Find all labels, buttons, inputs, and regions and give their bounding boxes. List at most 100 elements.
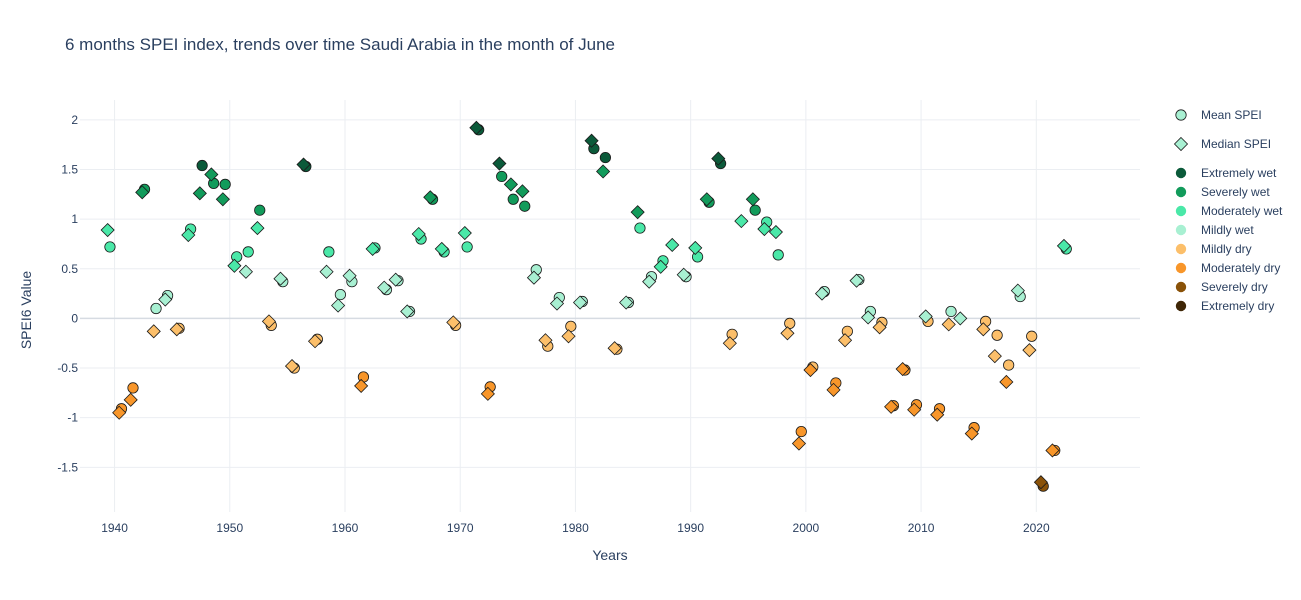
mean-spei-point: [496, 170, 508, 183]
median-spei-point: [227, 258, 242, 273]
median-spei-point: [976, 322, 991, 337]
legend: Mean SPEI Median SPEI Extremely wet Severel…: [1173, 108, 1283, 313]
legend-label: Mean SPEI: [1201, 108, 1262, 122]
median-spei-point: [584, 133, 599, 148]
x-axis-ticks: 1940 1950 1960 1970 1980 1990 2000 2010 2020: [101, 521, 1050, 535]
median-spei-point: [930, 407, 945, 422]
median-spei-point: [1033, 475, 1048, 490]
x-tick-label: 1940: [101, 521, 128, 535]
median-spei-point: [999, 374, 1014, 390]
median-spei-point: [181, 227, 196, 243]
median-spei-point: [250, 221, 265, 236]
median-spei-point: [169, 322, 184, 337]
y-axis-title: SPEI6 Value: [18, 271, 34, 350]
median-spei-point: [630, 205, 645, 220]
median-spei-point: [423, 190, 438, 205]
median-spei-point: [135, 185, 150, 200]
legend-category-swatch: [1175, 262, 1187, 274]
median-spei-point: [377, 280, 392, 295]
median-spei-point: [123, 392, 138, 407]
mean-spei-point: [242, 246, 254, 258]
mean-spei-point: [323, 246, 335, 258]
mean-spei-point: [599, 151, 611, 164]
median-spei-point: [699, 192, 714, 207]
mean-spei-point: [749, 204, 761, 216]
x-tick-label: 1980: [562, 521, 589, 535]
mean-spei-point: [150, 302, 162, 315]
median-spei-point: [619, 295, 634, 310]
median-spei-point: [688, 240, 703, 255]
x-tick-label: 2020: [1023, 521, 1050, 535]
median-spei-point: [572, 295, 588, 310]
median-spei-point: [457, 225, 472, 241]
median-spei-point: [653, 259, 668, 274]
x-tick-label: 1990: [677, 521, 704, 535]
median-spei-point: [434, 241, 449, 256]
median-spei-point: [319, 264, 334, 279]
median-spei-point: [745, 192, 760, 207]
legend-category-swatch: [1175, 224, 1187, 236]
median-spei-point: [895, 361, 910, 377]
median-spei-point: [112, 405, 127, 420]
mean-spei-point: [795, 425, 807, 438]
median-spei-point: [722, 336, 737, 351]
mean-spei-point: [507, 193, 519, 205]
x-tick-label: 2000: [793, 521, 820, 535]
y-tick-label: -1: [67, 411, 78, 425]
median-spei-point: [987, 349, 1002, 364]
mean-spei-point: [104, 241, 116, 253]
median-spei-point: [469, 120, 484, 135]
median-spei-point: [400, 304, 415, 319]
median-spei-point: [446, 315, 461, 330]
mean-spei-point: [1003, 359, 1015, 371]
median-spei-point: [964, 426, 979, 441]
median-spei-point: [331, 298, 346, 313]
median-spei-point: [791, 436, 807, 451]
mean-spei-point: [784, 317, 796, 329]
median-spei-point: [665, 237, 680, 253]
median-spei-point: [907, 402, 922, 417]
legend-category-label: Severely dry: [1201, 280, 1268, 294]
median-spei-point: [158, 292, 173, 307]
mean-spei-point: [1026, 330, 1038, 342]
legend-median-symbol: [1173, 136, 1189, 152]
legend-category-swatch: [1175, 300, 1187, 312]
mean-spei-point: [219, 178, 231, 190]
data-markers: [100, 120, 1072, 492]
chart-title: 6 months SPEI index, trends over time Sa…: [65, 35, 615, 54]
median-spei-point: [192, 186, 207, 201]
median-spei-point: [1056, 238, 1072, 254]
median-spei-point: [146, 324, 161, 339]
median-spei-point: [503, 177, 518, 192]
median-spei-point: [515, 184, 530, 199]
mean-spei-point: [254, 204, 266, 216]
median-spei-point: [284, 358, 300, 374]
median-spei-point: [526, 270, 542, 285]
mean-spei-point: [519, 200, 531, 212]
legend-category-label: Mildly dry: [1201, 242, 1252, 256]
median-spei-point: [918, 309, 933, 324]
median-spei-point: [273, 271, 288, 286]
median-spei-point: [780, 326, 795, 341]
x-tick-label: 1950: [216, 521, 243, 535]
median-spei-point: [204, 167, 219, 182]
median-spei-point: [480, 386, 495, 401]
mean-spei-point: [945, 305, 957, 318]
median-spei-point: [492, 156, 507, 171]
legend-category-swatch: [1175, 186, 1187, 198]
legend-category-label: Moderately wet: [1201, 204, 1283, 218]
legend-category-label: Extremely wet: [1201, 166, 1277, 180]
median-spei-point: [388, 272, 403, 287]
median-spei-point: [861, 310, 876, 325]
mean-spei-point: [461, 241, 473, 253]
x-tick-label: 1970: [447, 521, 474, 535]
legend-category-swatch: [1175, 205, 1187, 217]
median-spei-point: [561, 329, 576, 344]
median-spei-point: [1010, 283, 1025, 298]
y-axis-ticks: -1.5 -1 -0.5 0 0.5 1 1.5 2: [57, 113, 78, 474]
median-spei-point: [814, 286, 830, 301]
median-spei-point: [411, 226, 426, 242]
legend-mean-symbol: [1175, 109, 1187, 121]
median-spei-point: [642, 274, 657, 289]
